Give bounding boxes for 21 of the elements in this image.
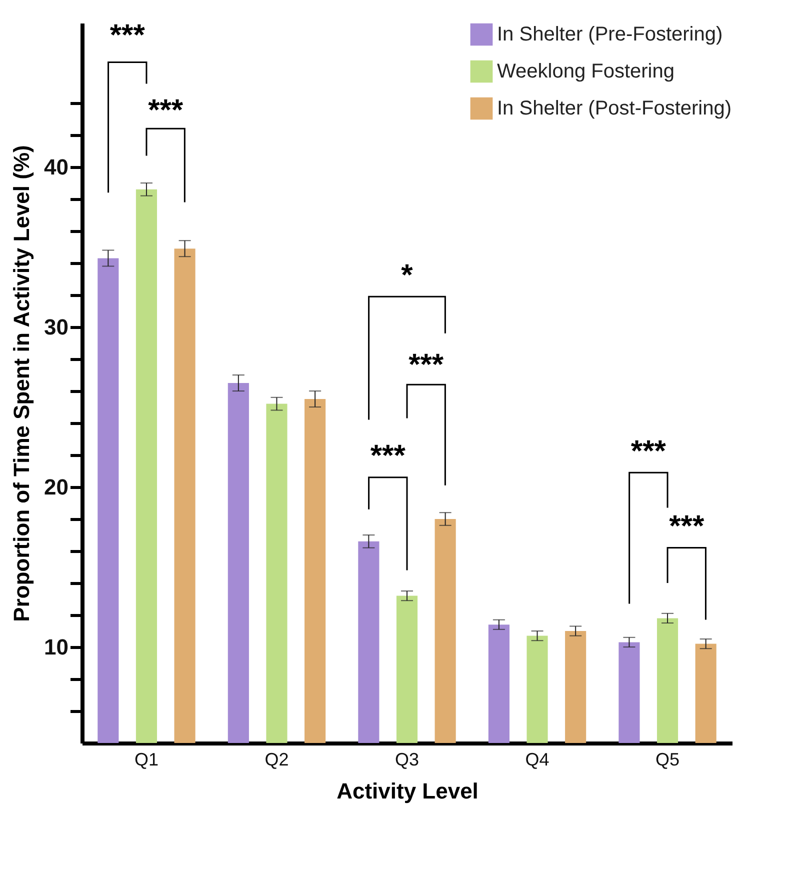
annotation: *: [401, 258, 414, 292]
legend-label: In Shelter (Post-Fostering): [497, 98, 732, 120]
annotation: ***: [408, 348, 444, 382]
annotation: ***: [630, 434, 666, 468]
legend-label: Weeklong Fostering: [497, 60, 674, 82]
legend-label: In Shelter (Pre-Fostering): [497, 24, 723, 46]
annotation: ***: [110, 18, 146, 52]
x-tick-label: Q3: [394, 750, 420, 770]
annotation: ***: [148, 94, 184, 127]
x-tick-label: Q1: [134, 750, 158, 770]
x-tick-label: Q2: [264, 750, 289, 770]
x-tick-label: Q4: [525, 750, 550, 770]
y-tick-label: 10: [44, 634, 68, 660]
y-tick-label: 40: [44, 154, 68, 180]
x-tick-label: Q5: [656, 750, 680, 770]
y-tick-label: 20: [44, 474, 68, 500]
y-tick-label: 30: [44, 314, 68, 340]
annotation: ***: [370, 440, 406, 473]
annotation: ***: [669, 510, 704, 543]
x-axis-title: Activity Level: [336, 778, 478, 804]
y-axis-title: Proportion of Time Spent in Activity Level (%): [9, 145, 34, 622]
